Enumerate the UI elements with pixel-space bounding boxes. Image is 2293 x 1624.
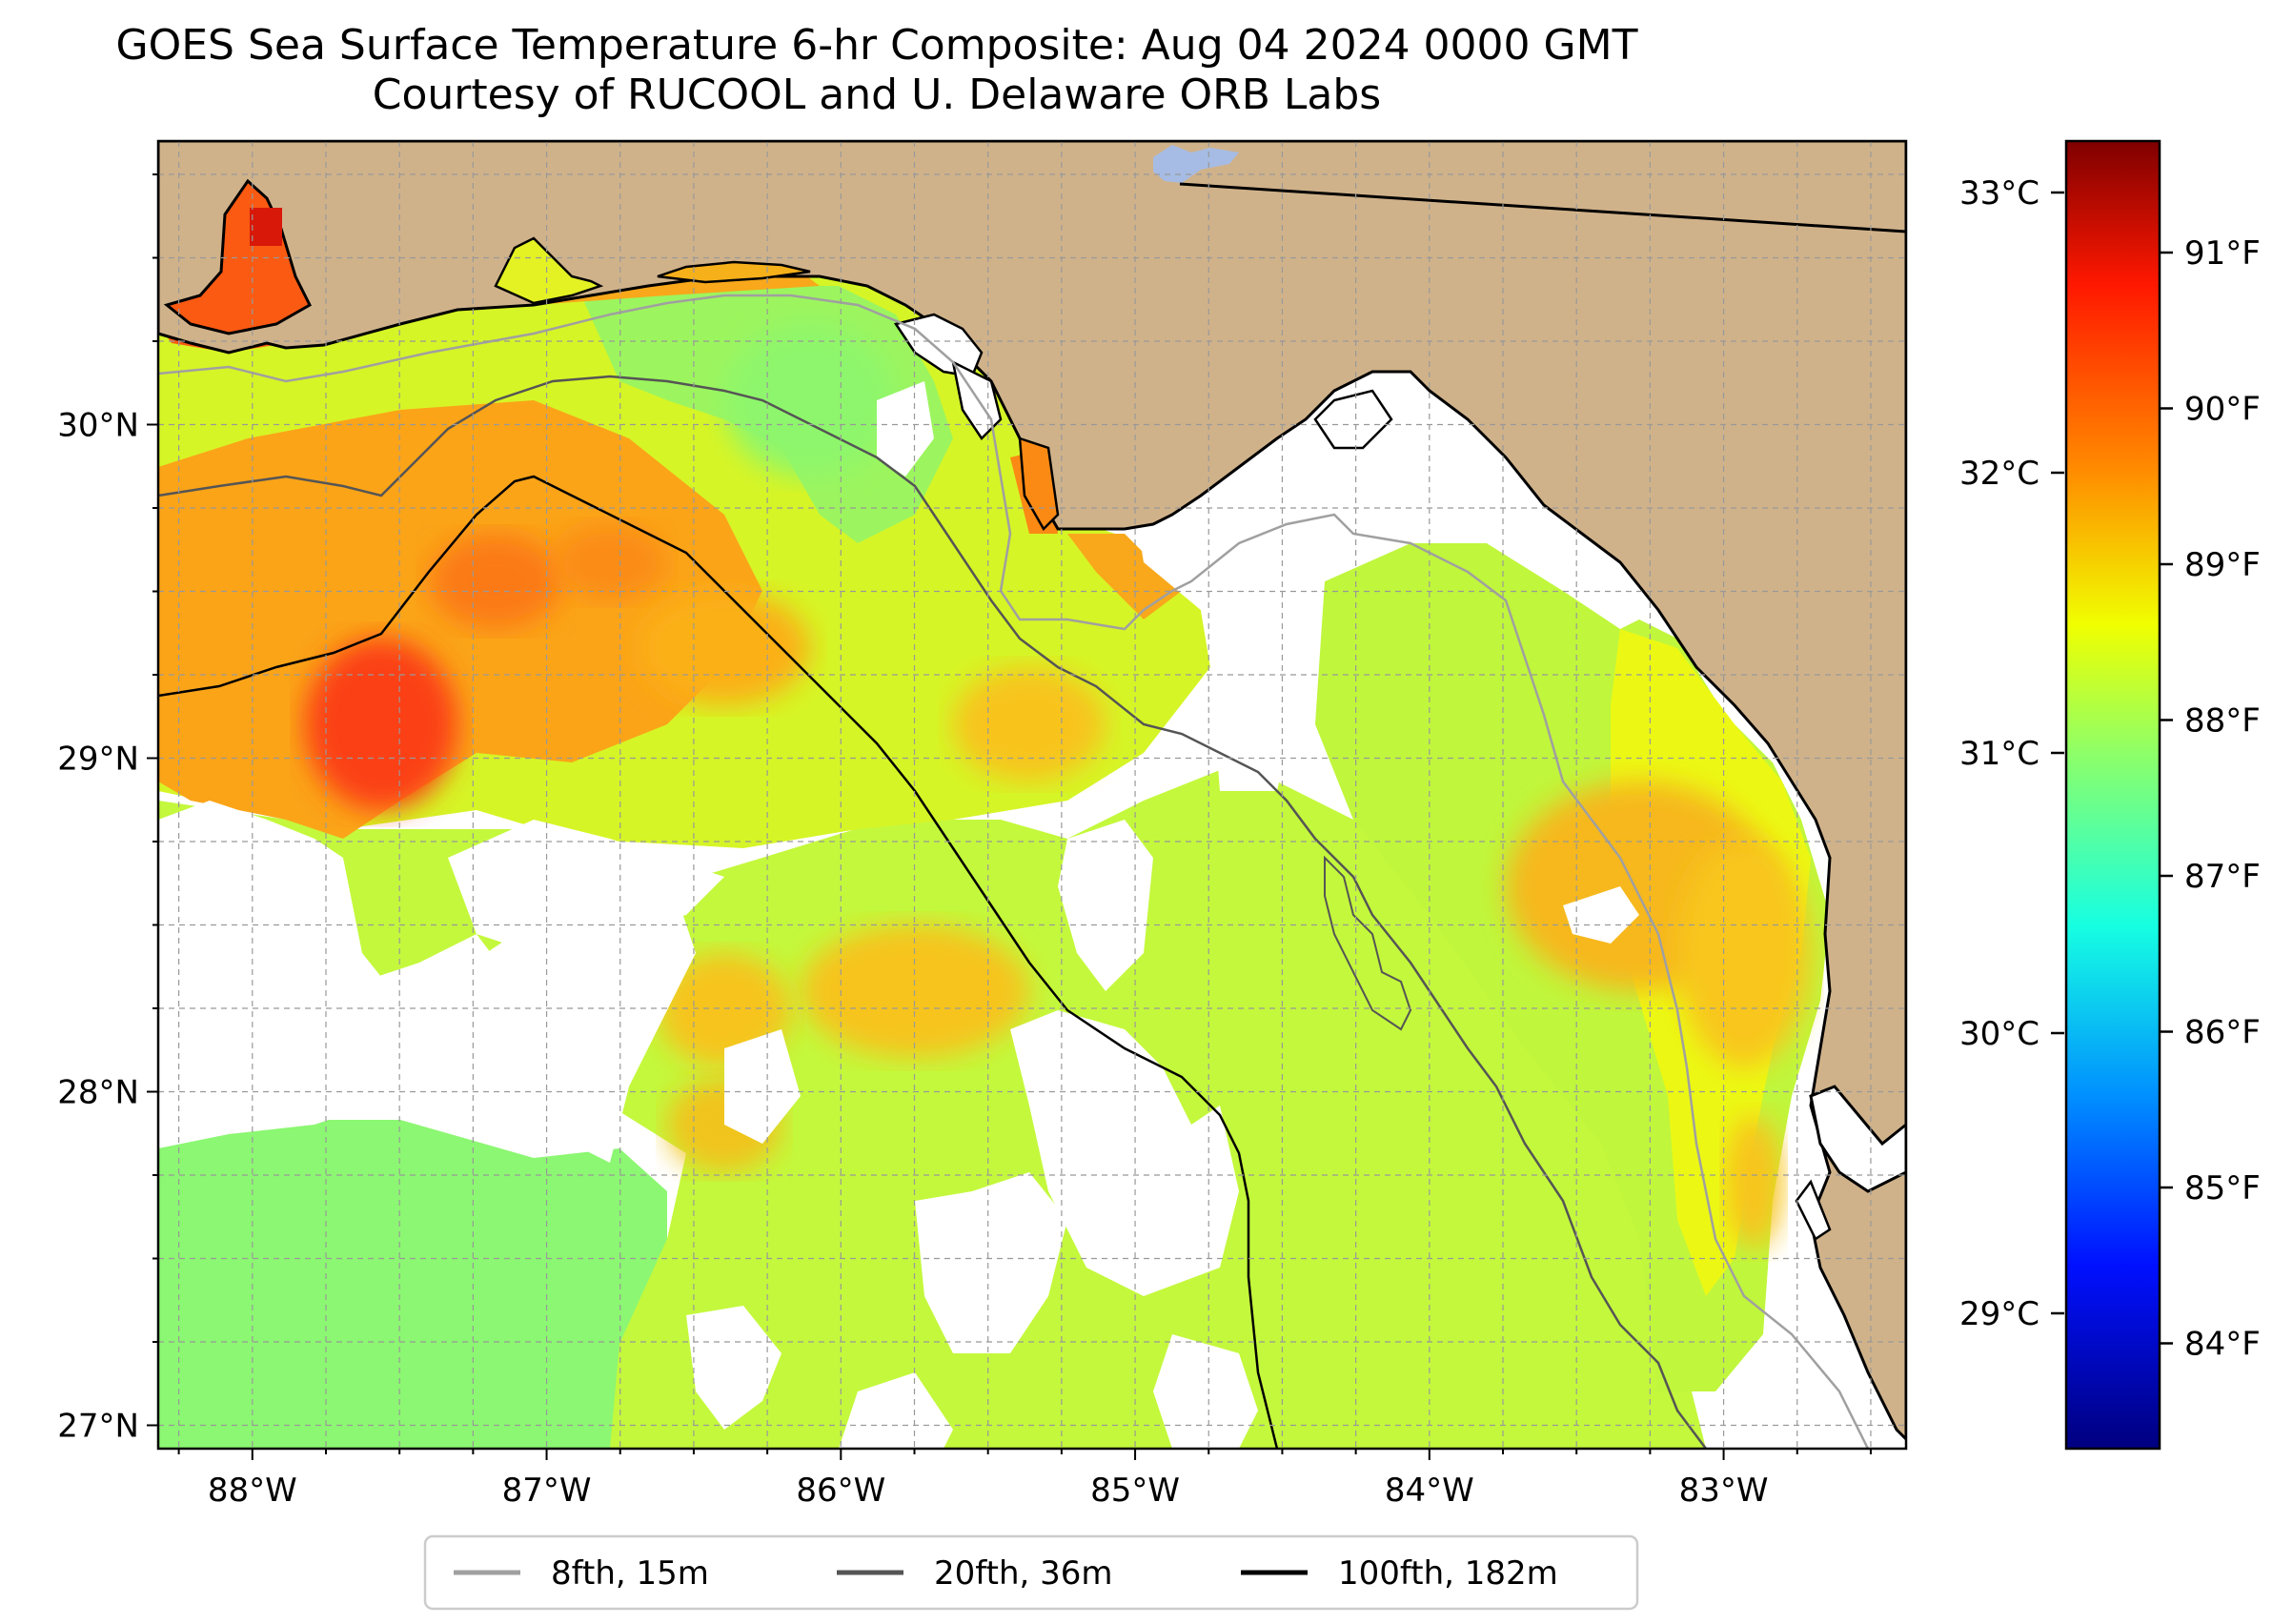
legend-label: 100fth, 182m <box>1338 1554 1558 1593</box>
fahrenheit-tick-label: 84°F <box>2184 1326 2261 1364</box>
lon-tick-label: 87°W <box>502 1472 592 1510</box>
legend: 8fth, 15m 20fth, 36m 100fth, 182m <box>423 1534 1639 1611</box>
fahrenheit-tick-label: 87°F <box>2184 858 2261 896</box>
lon-tick-label: 84°W <box>1385 1472 1474 1510</box>
lat-tick-label: 30°N <box>57 407 139 445</box>
celsius-tick-label: 31°C <box>1959 735 2039 773</box>
fahrenheit-tick-label: 90°F <box>2184 391 2261 429</box>
lon-tick-label: 88°W <box>208 1472 297 1510</box>
legend-label: 20fth, 36m <box>934 1554 1113 1593</box>
isobath-36m <box>158 375 1707 1449</box>
fahrenheit-tick-label: 89°F <box>2184 546 2261 584</box>
lon-tick-label: 85°W <box>1090 1472 1180 1510</box>
gridlines <box>158 141 1906 1449</box>
map-frame <box>156 139 1908 1451</box>
longitude-axis: 88°W 87°W 86°W 85°W 84°W 83°W <box>177 1449 1872 1510</box>
latitude-axis: 27°N 28°N 29°N 30°N <box>57 173 158 1446</box>
colorbar: 33°C 32°C 31°C 30°C 29°C 91°F 90°F 89°F 88°F 87°… <box>1959 139 2261 1451</box>
lake <box>1153 145 1239 183</box>
fahrenheit-tick-label: 91°F <box>2184 234 2261 273</box>
lon-tick-label: 83°W <box>1679 1472 1769 1510</box>
title-line-1: GOES Sea Surface Temperature 6-hr Compos… <box>115 21 1638 70</box>
celsius-tick-label: 30°C <box>1959 1015 2039 1053</box>
isobaths <box>158 294 1870 1449</box>
fahrenheit-tick-label: 85°F <box>2184 1169 2261 1208</box>
isobath-15m <box>158 294 1870 1449</box>
lon-tick-label: 86°W <box>796 1472 885 1510</box>
fahrenheit-tick-label: 86°F <box>2184 1014 2261 1052</box>
lat-tick-label: 28°N <box>57 1074 139 1112</box>
legend-box <box>423 1534 1639 1611</box>
title-line-2: Courtesy of RUCOOL and U. Delaware ORB L… <box>372 71 1382 119</box>
colorbar-bar <box>2064 139 2161 1451</box>
lat-tick-label: 27°N <box>57 1408 139 1446</box>
celsius-tick-label: 32°C <box>1959 455 2039 493</box>
map-title: GOES Sea Surface Temperature 6-hr Compos… <box>0 21 1754 120</box>
land-masses <box>158 141 1906 1442</box>
lat-tick-label: 29°N <box>57 741 139 779</box>
fahrenheit-tick-label: 88°F <box>2184 702 2261 741</box>
no-data-regions <box>158 362 1811 1449</box>
celsius-tick-label: 33°C <box>1959 174 2039 213</box>
state-border <box>1179 182 1906 233</box>
map-panel <box>158 141 1906 1449</box>
colorbar-fahrenheit-scale: 91°F 90°F 89°F 88°F 87°F 86°F 85°F 84°F <box>2160 234 2261 1364</box>
isobath-182m <box>158 475 1279 1449</box>
celsius-tick-label: 29°C <box>1959 1295 2039 1333</box>
legend-label: 8fth, 15m <box>551 1554 709 1593</box>
colorbar-celsius-scale: 33°C 32°C 31°C 30°C 29°C <box>1959 174 2064 1333</box>
